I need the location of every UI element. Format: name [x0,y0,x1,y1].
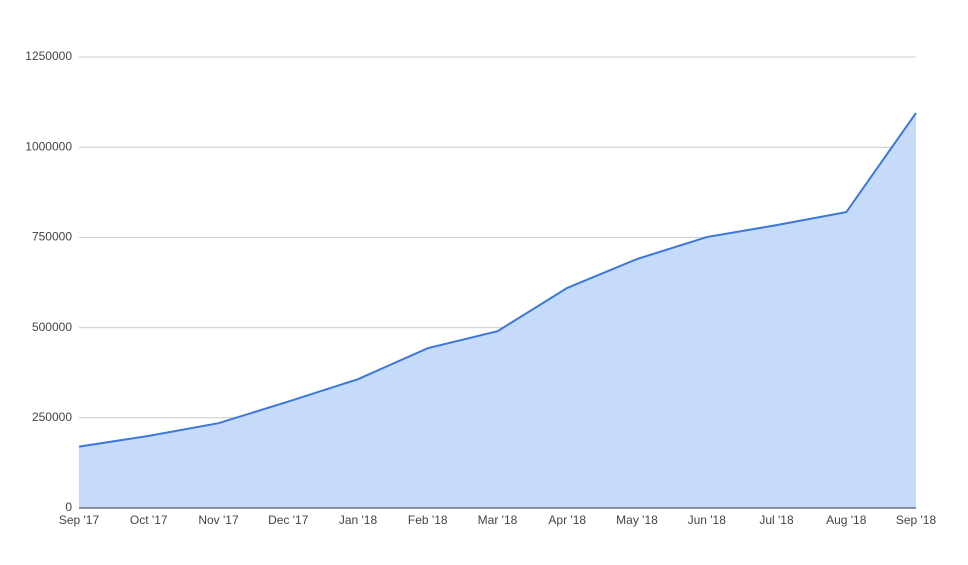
x-tick-label: May '18 [616,513,658,527]
line [78,112,917,448]
x-tick-label: Jan '18 [339,513,378,527]
x-tick-label: Feb '18 [408,513,448,527]
y-tick-label: 750000 [32,230,72,244]
x-tick-label: Sep '17 [59,513,100,527]
x-tick-label: Mar '18 [478,513,518,527]
y-tick-label: 0 [65,500,72,514]
x-tick-label: Sep '18 [896,513,937,527]
x-tick-label: Jun '18 [688,513,727,527]
y-tick-label: 1000000 [25,139,72,153]
x-tick-label: Jul '18 [759,513,794,527]
x-tick-label: Apr '18 [548,513,586,527]
x-tick-label: Oct '17 [130,513,168,527]
y-tick-label: 1250000 [25,49,72,63]
y-tick-label: 500000 [32,320,72,334]
y-tick-label: 250000 [32,410,72,424]
x-tick-label: Nov '17 [198,513,239,527]
area [79,112,916,508]
x-tick-label: Aug '18 [826,513,867,527]
x-tick-label: Dec '17 [268,513,309,527]
